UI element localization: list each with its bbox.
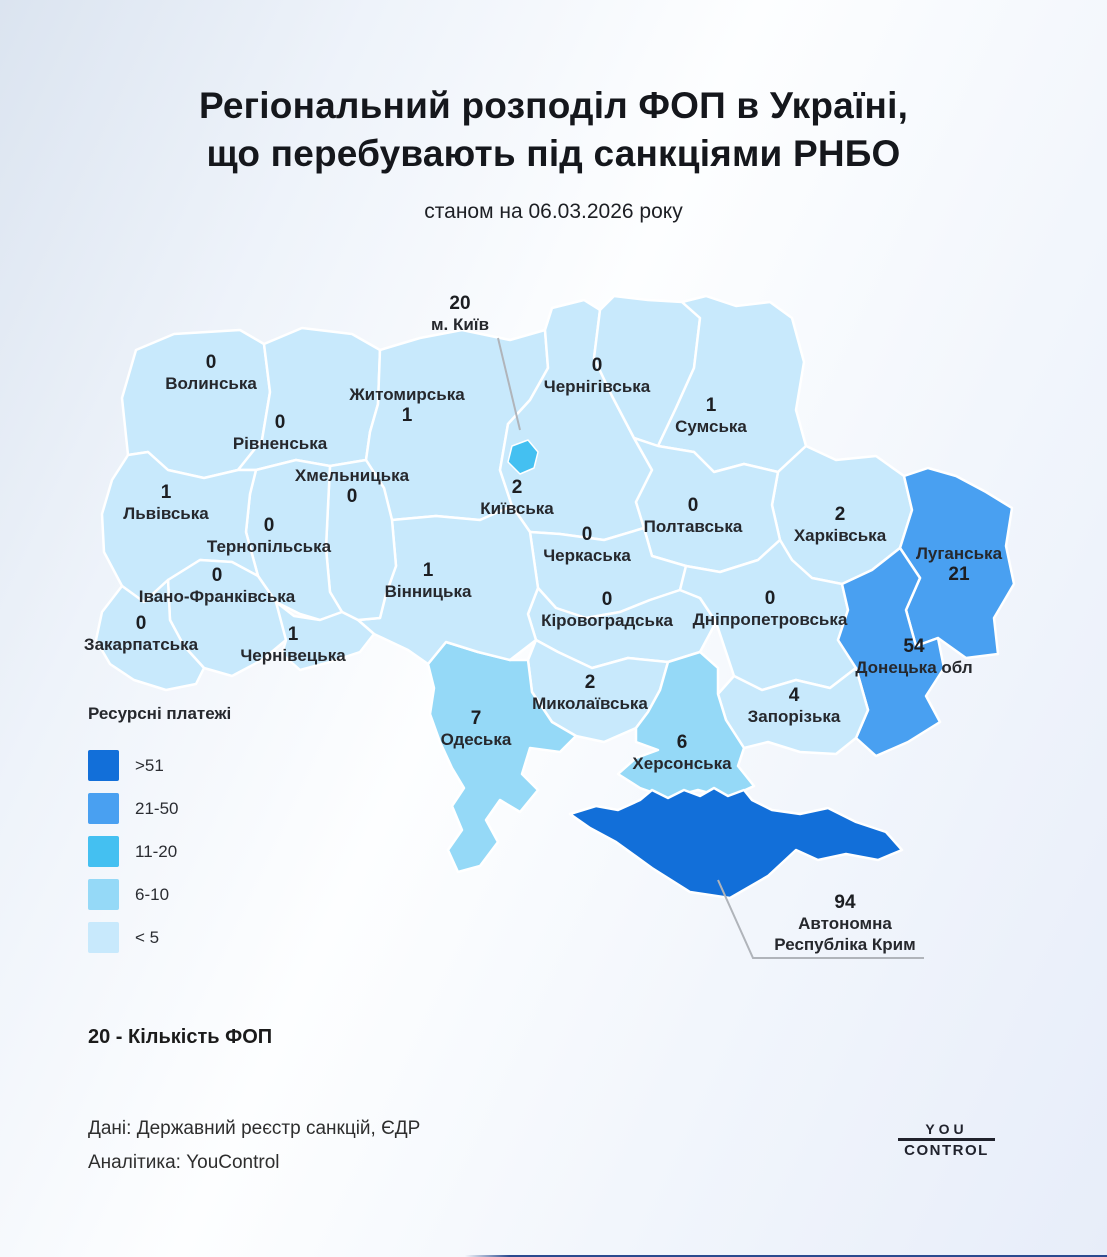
legend-label: 11-20 bbox=[135, 841, 178, 861]
region-luhansk bbox=[898, 466, 1016, 660]
legend-item-1: 21-50 bbox=[88, 793, 231, 824]
legend-title: Ресурсні платежі bbox=[88, 704, 232, 723]
region-lviv bbox=[100, 450, 260, 604]
legend-swatch-icon bbox=[88, 750, 119, 781]
legend-swatch-icon bbox=[88, 922, 119, 953]
legend-swatch-icon bbox=[88, 793, 119, 824]
legend-swatch-icon bbox=[88, 879, 119, 910]
legend-items: >51 21-50 11-20 6-10 < 5 bbox=[88, 750, 231, 953]
crimea-leader-line bbox=[717, 879, 924, 959]
legend-item-3: 6-10 bbox=[88, 879, 231, 910]
legend-item-0: >51 bbox=[88, 750, 231, 781]
kyiv-leader-line bbox=[497, 337, 521, 431]
legend-label: < 5 bbox=[135, 927, 160, 947]
ukraine-map-svg bbox=[94, 294, 1016, 959]
legend-swatch-icon bbox=[88, 836, 119, 867]
source-block: Дані: Державний реєстр санкцій, ЄДР Анал… bbox=[88, 1112, 420, 1180]
legend-item-4: < 5 bbox=[88, 922, 231, 953]
region-kyivcity bbox=[507, 439, 539, 475]
youcontrol-logo: YOU CONTROL bbox=[898, 1121, 995, 1159]
source-analytics-line: Аналітика: YouControl bbox=[88, 1152, 280, 1173]
source-data-line: Дані: Державний реєстр санкцій, ЄДР bbox=[88, 1118, 421, 1139]
region-odesa bbox=[426, 640, 578, 874]
youcontrol-logo-you: YOU bbox=[925, 1121, 968, 1137]
legend: Ресурсні платежі >51 21-50 11-20 6-10 < 5 bbox=[88, 704, 231, 965]
legend-item-2: 11-20 bbox=[88, 836, 231, 867]
youcontrol-logo-control: CONTROL bbox=[898, 1138, 995, 1159]
region-donetsk bbox=[836, 546, 946, 758]
count-note: 20 - Кількість ФОП bbox=[88, 1026, 273, 1048]
legend-label: 6-10 bbox=[135, 884, 170, 904]
page-title: Регіональний розподіл ФОП в Україні, що … bbox=[198, 85, 909, 174]
legend-label: >51 bbox=[135, 755, 164, 775]
bottom-strip bbox=[0, 1255, 1107, 1257]
region-crimea bbox=[568, 786, 904, 900]
legend-label: 21-50 bbox=[135, 798, 179, 818]
region-zakarpattia bbox=[94, 578, 206, 692]
region-chernivtsi bbox=[274, 600, 376, 672]
page-subtitle: станом на 06.03.2026 року bbox=[424, 200, 683, 223]
